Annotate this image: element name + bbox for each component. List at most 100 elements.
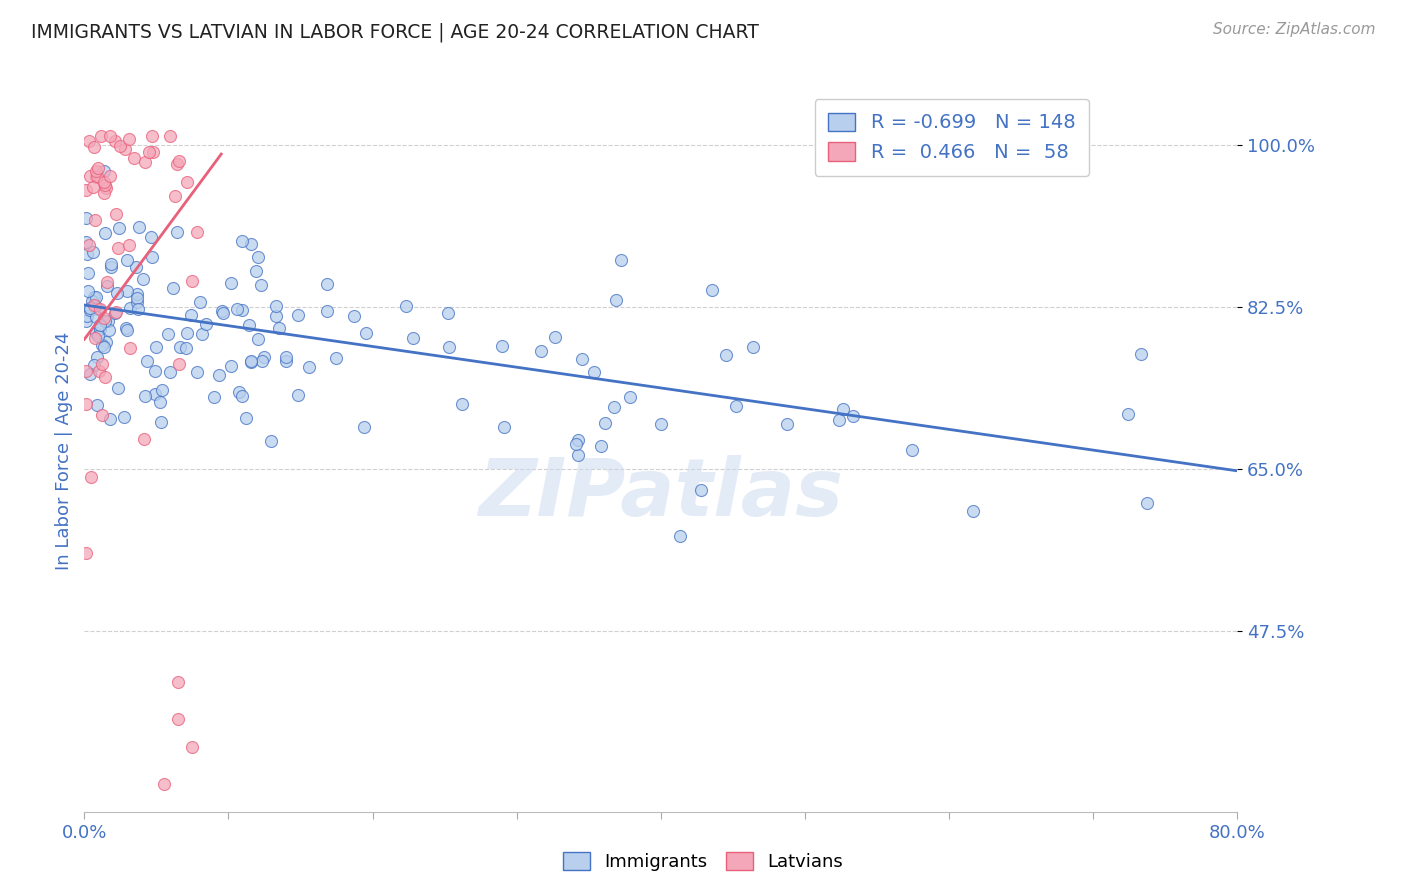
Point <box>544 330 567 344</box>
Point <box>343 309 366 323</box>
Point <box>105 286 128 301</box>
Point <box>169 340 191 354</box>
Point <box>93 340 115 354</box>
Point <box>125 260 148 274</box>
Point <box>98 323 121 337</box>
Point <box>76 284 98 298</box>
Point <box>1129 347 1152 361</box>
Point <box>79 470 101 484</box>
Point <box>181 739 204 754</box>
Point <box>107 241 129 255</box>
Point <box>83 290 105 304</box>
Point <box>603 400 626 414</box>
Point <box>112 410 135 425</box>
Point <box>84 310 107 325</box>
Point <box>84 170 107 185</box>
Y-axis label: In Labor Force | Age 20-24: In Labor Force | Age 20-24 <box>55 331 73 570</box>
Point <box>180 274 202 288</box>
Point <box>141 128 163 143</box>
Point <box>94 334 117 349</box>
Point <box>741 340 763 354</box>
Point <box>104 134 127 148</box>
Point <box>110 139 132 153</box>
Point <box>583 365 606 379</box>
Point <box>132 432 155 446</box>
Point <box>142 145 165 159</box>
Point <box>94 314 117 328</box>
Point <box>117 253 139 268</box>
Point <box>776 417 799 432</box>
Point <box>94 181 117 195</box>
Point <box>231 389 253 403</box>
Point <box>76 246 98 260</box>
Point <box>150 416 173 430</box>
Point <box>114 142 136 156</box>
Point <box>267 321 290 335</box>
Point <box>246 332 269 346</box>
Point <box>84 164 107 178</box>
Point <box>492 419 515 434</box>
Point <box>245 264 267 278</box>
Point <box>79 301 101 315</box>
Point <box>83 139 105 153</box>
Point <box>79 238 101 252</box>
Point <box>166 157 188 171</box>
Point <box>190 327 212 342</box>
Point <box>84 299 107 313</box>
Point <box>83 298 105 312</box>
Point <box>395 299 418 313</box>
Point <box>264 299 287 313</box>
Point <box>166 225 188 239</box>
Point <box>82 245 104 260</box>
Point <box>87 301 110 316</box>
Point <box>162 280 184 294</box>
Point <box>567 433 589 447</box>
Point <box>94 226 117 240</box>
Point <box>82 180 104 194</box>
Point <box>276 351 298 365</box>
Point <box>238 318 260 332</box>
Point <box>240 355 263 369</box>
Point <box>700 284 723 298</box>
Point <box>260 434 283 448</box>
Point <box>287 308 309 322</box>
Point <box>439 340 461 354</box>
Point <box>86 169 108 184</box>
Point <box>325 351 347 366</box>
Point <box>152 777 174 791</box>
Point <box>86 398 108 412</box>
Point <box>235 410 257 425</box>
Point <box>118 301 141 315</box>
Point <box>75 546 97 560</box>
Point <box>610 253 633 268</box>
Point <box>143 386 166 401</box>
Point <box>132 272 155 286</box>
Point <box>593 417 616 431</box>
Point <box>89 301 111 316</box>
Point <box>115 323 138 337</box>
Point <box>167 357 190 371</box>
Point <box>138 145 160 159</box>
Point <box>208 368 231 382</box>
Point <box>134 389 156 403</box>
Point <box>437 306 460 320</box>
Point <box>139 229 162 244</box>
Point <box>90 338 112 352</box>
Point <box>176 175 198 189</box>
Point <box>167 154 190 169</box>
Point <box>105 207 128 221</box>
Point <box>79 169 101 183</box>
Point <box>228 385 250 400</box>
Point <box>202 390 225 404</box>
Point <box>79 302 101 317</box>
Point <box>246 250 269 264</box>
Point <box>167 712 190 726</box>
Point <box>316 304 339 318</box>
Point <box>159 366 181 380</box>
Point <box>90 357 112 371</box>
Point <box>77 266 100 280</box>
Point <box>274 353 297 368</box>
Point <box>298 359 321 374</box>
Point <box>96 278 118 293</box>
Point <box>589 439 612 453</box>
